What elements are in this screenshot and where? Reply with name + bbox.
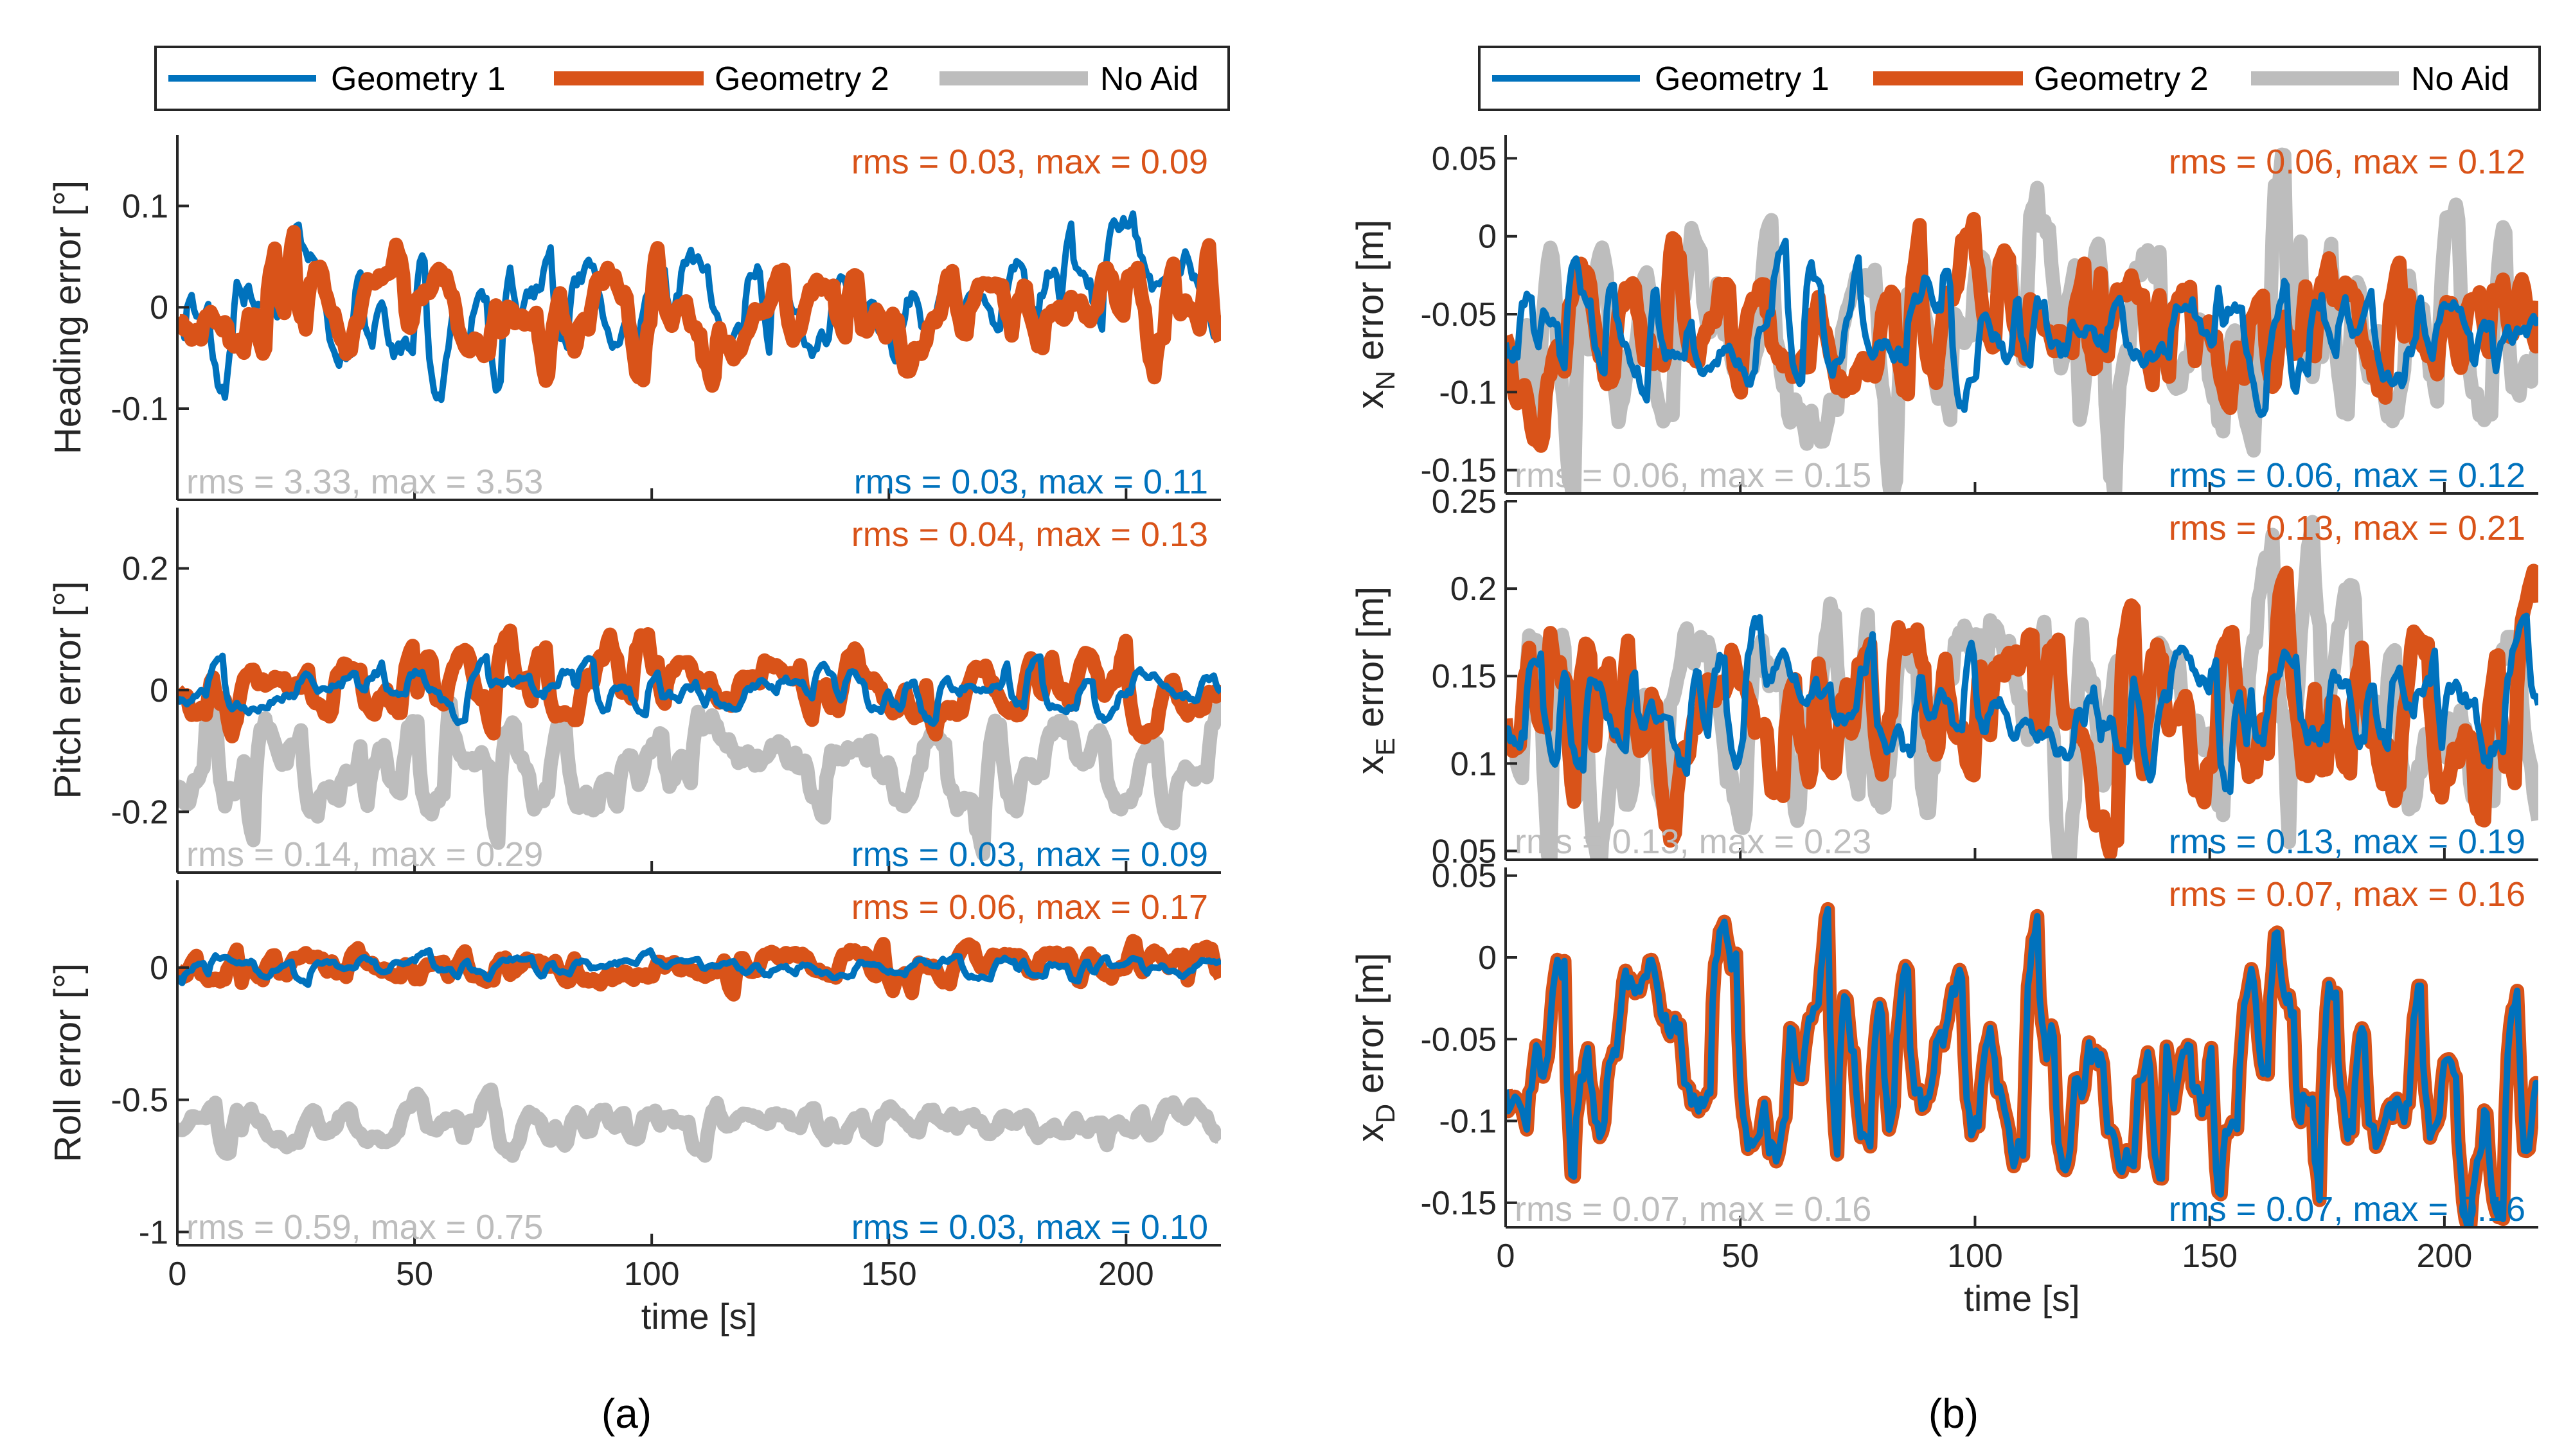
series-group-xe [1506,515,2538,860]
series-line-xd-geometry1 [1506,905,2538,1227]
series-group-xd [1506,901,2538,1227]
x-tick-label-xd: 150 [2182,1238,2238,1275]
x-tick-label-xd: 200 [2417,1238,2473,1275]
annotation-geometry2-xn: rms = 0.06, max = 0.12 [2169,143,2525,181]
chart-xn: -0.15 -0.1 -0.05 0 0.05 xN error [m] rms = 0.0… [1349,135,2538,495]
annotation-geometry1-heading: rms = 0.03, max = 0.11 [854,463,1208,501]
annotation-noaid-roll: rms = 0.59, max = 0.75 [186,1208,543,1247]
y-tick-label-xn: -0.05 [1420,296,1497,333]
y-axis-label-roll: Roll error [°] [47,963,89,1162]
annotation-geometry1-xd: rms = 0.07, max = 0.16 [2169,1190,2525,1229]
annotation-geometry2-roll: rms = 0.06, max = 0.17 [851,888,1208,927]
y-axis-label-pitch: Pitch error [°] [47,581,89,799]
y-tick-label-xn: 0.05 [1432,140,1497,177]
panel-label-a: (a) [601,1390,652,1437]
y-axis-label-xn: xN error [m] [1349,220,1400,409]
x-tick-label-roll: 100 [624,1256,680,1293]
chart-heading: -0.1 0 0.1 Heading error [°] rms = 0.03, max… [47,135,1221,501]
y-tick-label-pitch: 0 [150,672,168,709]
x-tick-label-roll: 0 [168,1256,187,1293]
annotation-noaid-heading: rms = 3.33, max = 3.53 [186,463,543,501]
annotation-geometry2-xe: rms = 0.13, max = 0.21 [2169,509,2525,547]
x-axis-label-xd: time [s] [1964,1278,2079,1318]
x-tick-label-roll: 200 [1098,1256,1154,1293]
panel-label-b: (b) [1928,1390,1979,1437]
legend-a-geometry2-label: Geometry 2 [715,60,889,98]
x-tick-label-roll: 150 [861,1256,917,1293]
y-tick-label-xd: 0 [1478,939,1497,977]
legend-a: Geometry 1 Geometry 2 No Aid [154,46,1230,111]
y-tick-label-heading: 0 [150,289,168,326]
y-tick-label-xd: -0.1 [1439,1103,1497,1141]
annotation-geometry1-roll: rms = 0.03, max = 0.10 [851,1208,1208,1247]
annotation-geometry1-xe: rms = 0.13, max = 0.19 [2169,822,2525,861]
series-line-roll-geometry1 [177,947,1221,988]
annotation-noaid-pitch: rms = 0.14, max = 0.29 [186,835,543,874]
series-line-pitch-noaid [177,684,1221,862]
y-tick-label-pitch: 0.2 [122,551,168,588]
y-tick-label-xe: 0.15 [1432,658,1497,695]
y-tick-label-xn: -0.1 [1439,374,1497,411]
y-tick-label-xe: 0.1 [1450,745,1497,783]
series-line-heading-geometry2 [177,225,1221,393]
annotation-geometry1-pitch: rms = 0.03, max = 0.09 [851,835,1208,874]
y-tick-label-pitch: -0.2 [111,794,168,831]
legend-a-geometry1-label: Geometry 1 [331,60,506,98]
y-axis-label-xd: xD error [m] [1349,953,1400,1142]
series-group-pitch [177,623,1221,862]
y-tick-label-xn: 0 [1478,218,1497,256]
series-line-roll-geometry2 [177,934,1221,1002]
chart-xd: -0.15 -0.1 -0.05 0 0.05 0 50 100 150 200 time [s] x… [1349,858,2538,1318]
y-tick-label-heading: 0.1 [122,188,168,225]
y-axis-label-xe: xE error [m] [1349,587,1400,774]
y-tick-label-xd: -0.05 [1420,1021,1497,1058]
y-tick-label-xd: -0.15 [1420,1185,1497,1222]
y-tick-label-heading: -0.1 [111,391,168,428]
x-tick-label-roll: 50 [396,1256,433,1293]
legend-b-geometry2-label: Geometry 2 [2034,60,2209,98]
x-tick-label-xd: 0 [1497,1238,1515,1275]
legend-b-geometry1-label: Geometry 1 [1655,60,1830,98]
legend-a-noaid-label: No Aid [1100,60,1198,98]
y-tick-label-roll: 0 [150,950,168,987]
x-tick-label-xd: 100 [1947,1238,2003,1275]
y-tick-label-xe: 0.05 [1432,833,1497,870]
annotation-noaid-xe: rms = 0.13, max = 0.23 [1515,822,1871,861]
annotation-geometry2-pitch: rms = 0.04, max = 0.13 [851,515,1208,554]
annotation-geometry2-xd: rms = 0.07, max = 0.16 [2169,875,2525,914]
series-group-xn [1506,147,2538,493]
annotation-noaid-xn: rms = 0.06, max = 0.15 [1515,456,1871,495]
series-group-roll [177,934,1221,1163]
x-tick-label-xd: 50 [1722,1238,1759,1275]
x-axis-label-roll: time [s] [641,1296,757,1336]
y-tick-label-xd: 0.05 [1432,858,1497,895]
chart-roll: -1 -0.5 0 0 50 100 150 200 time [s] Roll error [°… [47,880,1221,1336]
series-line-xe-geometry1 [1506,612,2538,795]
charts-layer: -0.1 0 0.1 Heading error [°] rms = 0.03, max… [47,135,2538,1336]
series-line-roll-noaid [177,1082,1221,1163]
series-line-xn-geometry1 [1506,237,2538,418]
y-tick-label-xn: -0.15 [1420,452,1497,490]
y-tick-label-xe: 0.2 [1450,571,1497,608]
legend-b-noaid-label: No Aid [2411,60,2509,98]
annotation-geometry2-heading: rms = 0.03, max = 0.09 [851,143,1208,181]
chart-pitch: -0.2 0 0.2 Pitch error [°] rms = 0.04, max =… [47,508,1221,874]
annotation-geometry1-xn: rms = 0.06, max = 0.12 [2169,456,2525,495]
series-group-heading [177,210,1221,404]
legend-b: Geometry 1 Geometry 2 No Aid [1478,46,2541,111]
y-tick-label-roll: -0.5 [111,1082,168,1119]
y-axis-label-heading: Heading error [°] [47,181,89,454]
annotation-noaid-xd: rms = 0.07, max = 0.16 [1515,1190,1871,1229]
series-line-pitch-geometry1 [177,652,1221,727]
y-tick-label-roll: -1 [139,1214,168,1251]
chart-xe: 0.05 0.1 0.15 0.2 0.25 xE error [m] rms = 0.13… [1349,483,2538,870]
y-tick-label-xe: 0.25 [1432,483,1497,520]
